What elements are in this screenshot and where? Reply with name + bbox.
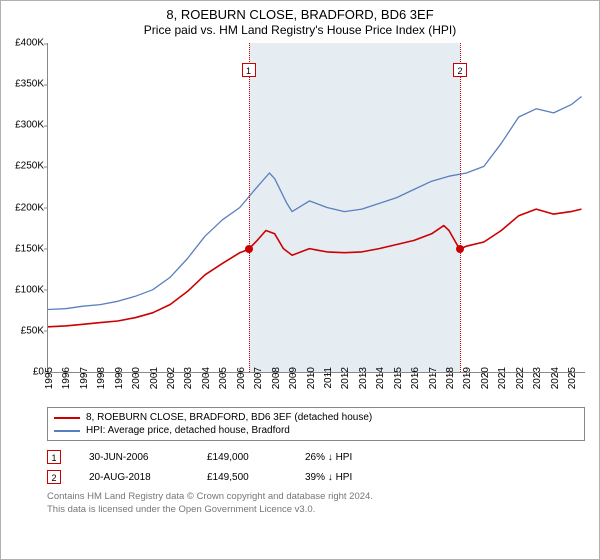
x-tick: 2002 xyxy=(166,367,177,389)
y-tick: £250K xyxy=(4,161,44,172)
x-tick: 2009 xyxy=(288,367,299,389)
y-tick: £350K xyxy=(4,79,44,90)
footer-line-1: Contains HM Land Registry data © Crown c… xyxy=(47,491,585,504)
legend-row-price-paid: 8, ROEBURN CLOSE, BRADFORD, BD6 3EF (det… xyxy=(54,411,578,424)
plot-region: £0£50K£100K£150K£200K£250K£300K£350K£400… xyxy=(47,43,585,373)
x-tick: 2023 xyxy=(532,367,543,389)
x-tick: 2021 xyxy=(497,367,508,389)
x-tick: 1995 xyxy=(44,367,55,389)
x-tick: 2018 xyxy=(445,367,456,389)
line-layer xyxy=(48,43,585,372)
x-tick: 2003 xyxy=(183,367,194,389)
series-price_paid xyxy=(48,209,582,327)
footer-attribution: Contains HM Land Registry data © Crown c… xyxy=(47,491,585,517)
sale-marker-line xyxy=(249,43,250,372)
sales-date-2: 20-AUG-2018 xyxy=(89,472,179,483)
series-hpi xyxy=(48,97,582,310)
x-tick: 2000 xyxy=(131,367,142,389)
sale-point xyxy=(245,245,253,253)
footer-line-2: This data is licensed under the Open Gov… xyxy=(47,504,585,517)
figure-container: 8, ROEBURN CLOSE, BRADFORD, BD6 3EF Pric… xyxy=(0,0,600,560)
x-tick: 2025 xyxy=(567,367,578,389)
y-tick: £50K xyxy=(4,325,44,336)
title-subtitle: Price paid vs. HM Land Registry's House … xyxy=(1,23,599,37)
x-tick: 1996 xyxy=(61,367,72,389)
x-tick: 2015 xyxy=(393,367,404,389)
x-tick: 2020 xyxy=(480,367,491,389)
chart-area: £0£50K£100K£150K£200K£250K£300K£350K£400… xyxy=(47,43,585,403)
sales-row-2: 2 20-AUG-2018 £149,500 39% ↓ HPI xyxy=(47,467,585,487)
x-tick: 2010 xyxy=(306,367,317,389)
sale-marker-box: 2 xyxy=(453,63,467,77)
x-tick: 1998 xyxy=(96,367,107,389)
x-tick: 2001 xyxy=(149,367,160,389)
x-tick: 2013 xyxy=(358,367,369,389)
y-tick: £300K xyxy=(4,120,44,131)
x-tick: 2006 xyxy=(236,367,247,389)
sales-hpi-2: 39% ↓ HPI xyxy=(305,472,385,483)
y-tick: £100K xyxy=(4,284,44,295)
sales-marker-1: 1 xyxy=(47,450,61,464)
sale-point xyxy=(456,245,464,253)
x-tick: 2008 xyxy=(271,367,282,389)
x-tick: 2016 xyxy=(410,367,421,389)
x-tick: 2022 xyxy=(515,367,526,389)
y-tick: £0 xyxy=(4,367,44,378)
x-tick: 2011 xyxy=(323,367,334,389)
legend-swatch-price-paid xyxy=(54,417,80,419)
y-tick: £200K xyxy=(4,202,44,213)
x-tick: 2014 xyxy=(375,367,386,389)
sale-marker-box: 1 xyxy=(242,63,256,77)
x-tick: 2017 xyxy=(428,367,439,389)
x-tick: 2007 xyxy=(253,367,264,389)
x-tick: 2004 xyxy=(201,367,212,389)
sales-hpi-1: 26% ↓ HPI xyxy=(305,452,385,463)
legend-label-hpi: HPI: Average price, detached house, Brad… xyxy=(86,425,290,436)
y-tick: £150K xyxy=(4,243,44,254)
legend-swatch-hpi xyxy=(54,430,80,432)
sales-marker-2: 2 xyxy=(47,470,61,484)
x-tick: 2012 xyxy=(340,367,351,389)
y-tick: £400K xyxy=(4,38,44,49)
sales-date-1: 30-JUN-2006 xyxy=(89,452,179,463)
sale-marker-line xyxy=(460,43,461,372)
sales-table: 1 30-JUN-2006 £149,000 26% ↓ HPI 2 20-AU… xyxy=(47,447,585,487)
legend-label-price-paid: 8, ROEBURN CLOSE, BRADFORD, BD6 3EF (det… xyxy=(86,412,372,423)
sales-price-2: £149,500 xyxy=(207,472,277,483)
sales-row-1: 1 30-JUN-2006 £149,000 26% ↓ HPI xyxy=(47,447,585,467)
x-tick: 1997 xyxy=(79,367,90,389)
x-tick: 1999 xyxy=(114,367,125,389)
sales-price-1: £149,000 xyxy=(207,452,277,463)
title-address: 8, ROEBURN CLOSE, BRADFORD, BD6 3EF xyxy=(1,7,599,22)
x-tick: 2024 xyxy=(550,367,561,389)
legend: 8, ROEBURN CLOSE, BRADFORD, BD6 3EF (det… xyxy=(47,407,585,441)
x-tick: 2019 xyxy=(462,367,473,389)
x-tick: 2005 xyxy=(218,367,229,389)
legend-row-hpi: HPI: Average price, detached house, Brad… xyxy=(54,424,578,437)
title-block: 8, ROEBURN CLOSE, BRADFORD, BD6 3EF Pric… xyxy=(1,1,599,39)
